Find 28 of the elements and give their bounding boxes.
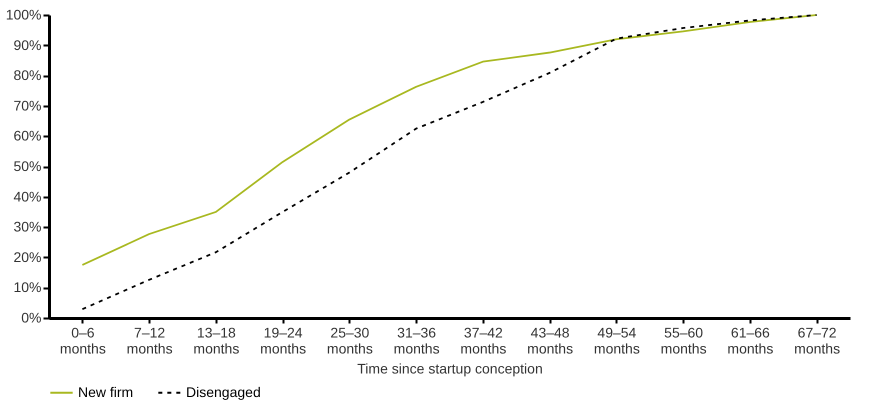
x-tick-label: 43–48 months bbox=[527, 324, 574, 356]
x-tick-label: 61–66 months bbox=[727, 324, 774, 356]
x-tick-label: 37–42 months bbox=[460, 324, 506, 356]
x-tick-label: 7–12 months bbox=[126, 324, 173, 356]
x-tick-label: 31–36 months bbox=[394, 324, 440, 356]
x-tick-label: 25–30 months bbox=[326, 324, 373, 356]
x-tick-label: 67–72 months bbox=[794, 324, 840, 356]
x-tick-label: 0–6 months bbox=[60, 324, 106, 356]
x-tick-label: 49–54 months bbox=[594, 324, 640, 356]
legend-label: Disengaged bbox=[186, 384, 261, 400]
y-tick-label: 10% bbox=[13, 279, 42, 296]
y-tick-label: 30% bbox=[13, 218, 42, 235]
y-tick-label: 40% bbox=[13, 188, 42, 204]
y-tick-label: 0% bbox=[21, 310, 42, 326]
line-series bbox=[81, 14, 818, 310]
x-tick-label: 13–18 months bbox=[193, 324, 240, 356]
x-axis-title: Time since startup conception bbox=[357, 360, 543, 376]
legend-label: New firm bbox=[78, 384, 134, 400]
y-tick-label: 50% bbox=[13, 158, 42, 174]
y-tick-label: 60% bbox=[13, 128, 42, 144]
line-series bbox=[81, 14, 818, 266]
y-tick-label: 20% bbox=[13, 248, 42, 265]
y-tick-label: 90% bbox=[13, 36, 42, 53]
x-tick-label: 19–24 months bbox=[260, 324, 306, 356]
x-tick-label: 55–60 months bbox=[660, 324, 707, 356]
y-tick-label: 70% bbox=[13, 97, 42, 114]
y-tick-label: 80% bbox=[13, 67, 42, 84]
y-tick-label: 100% bbox=[6, 6, 42, 22]
